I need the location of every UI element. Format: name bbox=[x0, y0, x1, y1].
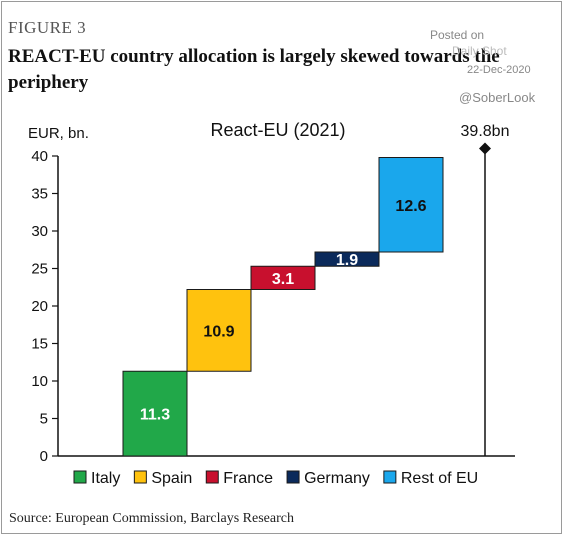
y-tick-label: 35 bbox=[31, 186, 48, 203]
data-label-germany: 1.9 bbox=[336, 252, 358, 269]
total-label: 39.8bn bbox=[461, 123, 510, 140]
bar-germany bbox=[314, 251, 380, 267]
y-tick-label: 15 bbox=[31, 336, 48, 353]
bar-italy bbox=[122, 370, 188, 457]
y-tick-label: 40 bbox=[31, 148, 48, 165]
y-axis-label: EUR, bn. bbox=[28, 125, 89, 142]
axes: 0 5 10 15 20 25 30 35 40 bbox=[31, 148, 515, 465]
data-label-rest-of-eu: 12.6 bbox=[395, 198, 426, 215]
legend-label: Italy bbox=[91, 470, 120, 487]
legend-swatch bbox=[133, 470, 147, 484]
y-tick-label: 25 bbox=[31, 261, 48, 278]
bars: 11.3 10.9 3.1 1.9 12.6 bbox=[122, 157, 444, 457]
legend-label: France bbox=[223, 470, 273, 487]
legend-label: Rest of EU bbox=[401, 470, 478, 487]
watermark-date: 22-Dec-2020 bbox=[467, 64, 531, 76]
legend: Italy Spain France Germany Rest of EU bbox=[73, 470, 478, 487]
chart-title: React-EU (2021) bbox=[210, 120, 345, 140]
y-tick-label: 0 bbox=[40, 448, 48, 465]
y-tick-label: 30 bbox=[31, 223, 48, 240]
total-diamond bbox=[479, 142, 491, 155]
watermark-site: Daily Shot bbox=[452, 44, 507, 58]
source-note: Source: European Commission, Barclays Re… bbox=[9, 511, 294, 526]
figure-label: FIGURE 3 bbox=[8, 18, 87, 37]
watermark-handle: @SoberLook bbox=[459, 90, 536, 105]
figure-title: REACT-EU country allocation is largely s… bbox=[8, 46, 500, 93]
data-label-france: 3.1 bbox=[272, 271, 294, 288]
y-tick-label: 10 bbox=[31, 373, 48, 390]
bar-spain bbox=[186, 289, 252, 372]
legend-swatch bbox=[383, 470, 397, 484]
bar-rest-of-eu bbox=[378, 157, 444, 253]
legend-swatch bbox=[73, 470, 87, 484]
data-label-spain: 10.9 bbox=[203, 323, 234, 340]
legend-swatch bbox=[286, 470, 300, 484]
data-label-italy: 11.3 bbox=[140, 407, 170, 424]
legend-label: Spain bbox=[151, 470, 192, 487]
y-tick-label: 20 bbox=[31, 298, 48, 315]
total-marker: 39.8bn bbox=[461, 123, 510, 456]
y-tick-label: 5 bbox=[40, 411, 48, 428]
watermark-posted: Posted on bbox=[430, 28, 485, 42]
legend-swatch bbox=[205, 470, 219, 484]
legend-label: Germany bbox=[304, 470, 370, 487]
bar-france bbox=[250, 265, 316, 290]
